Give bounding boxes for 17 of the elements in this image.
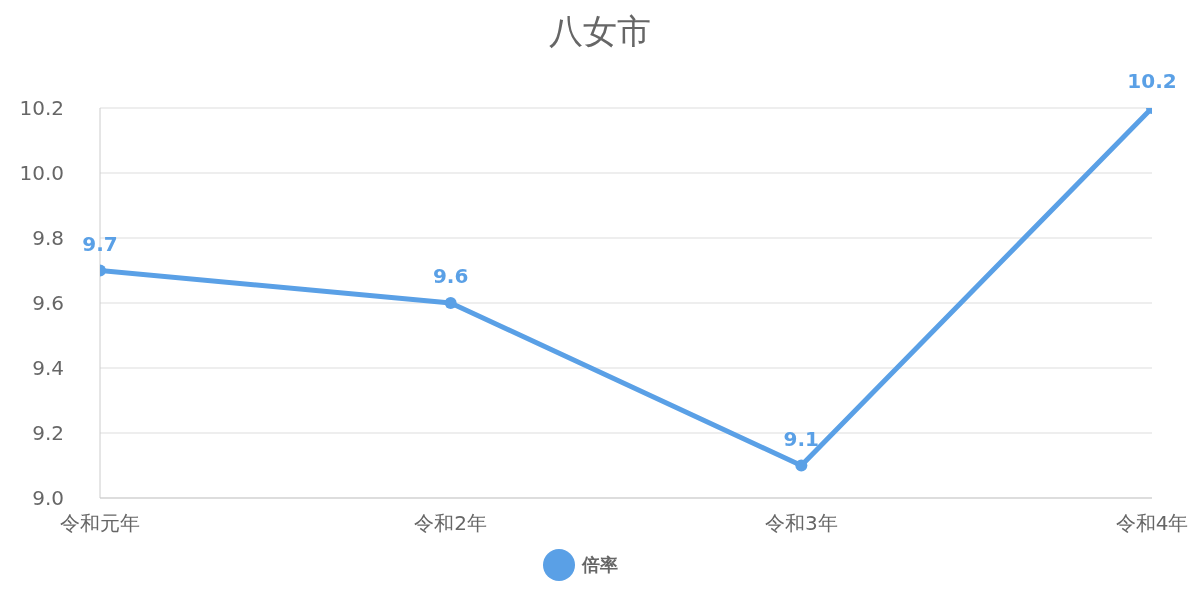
x-tick-label: 令和3年 — [764, 511, 838, 536]
data-label: 9.1 — [783, 426, 820, 451]
y-tick-label: 9.2 — [32, 421, 64, 446]
data-label: 9.6 — [432, 264, 469, 288]
x-tick-label: 令和元年 — [60, 511, 140, 536]
y-tick-label: 10.2 — [19, 96, 64, 121]
y-tick-label: 9.4 — [32, 356, 64, 381]
chart-title: 八女市 — [548, 10, 652, 53]
y-tick-label: 9.0 — [32, 486, 64, 511]
y-tick-label: 10.0 — [19, 161, 64, 186]
x-tick-label: 令和4年 — [1115, 511, 1189, 536]
y-tick-label: 9.6 — [32, 291, 64, 316]
legend-label: 倍率 — [582, 553, 618, 577]
data-label: 9.7 — [82, 231, 118, 256]
data-label: 10.2 — [1127, 69, 1177, 93]
x-tick-label: 令和2年 — [414, 511, 488, 536]
y-tick-label: 9.8 — [32, 226, 64, 251]
